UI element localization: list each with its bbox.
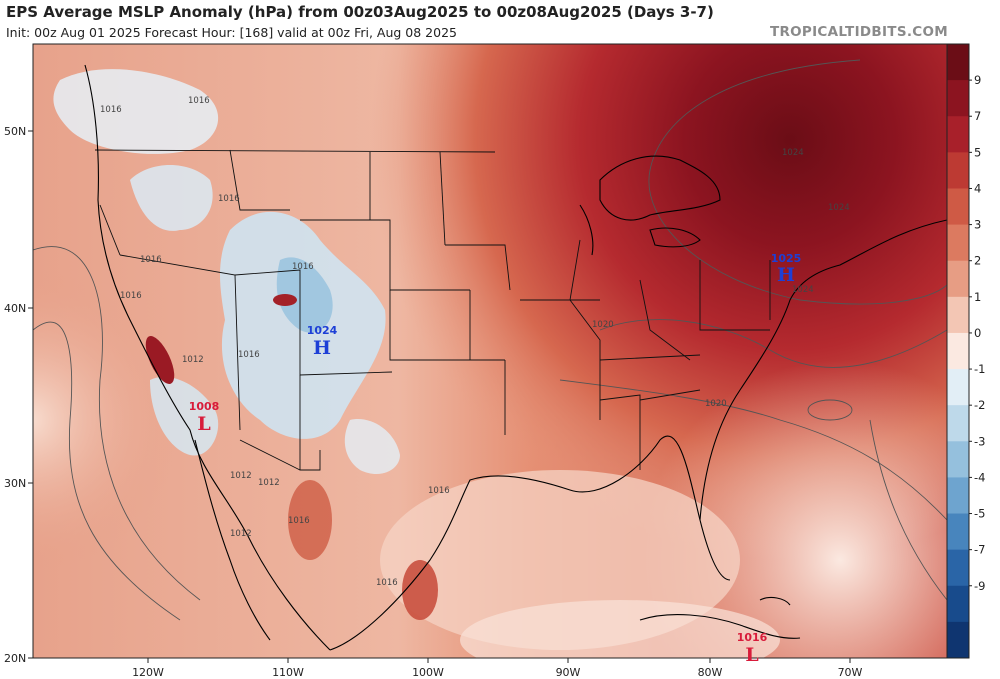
colorbar-swatch bbox=[947, 332, 969, 370]
colorbar-swatch bbox=[947, 405, 969, 442]
colorbar-swatch bbox=[947, 585, 969, 623]
colorbar-label: 5 bbox=[974, 145, 981, 159]
lat-label-50n: 50N bbox=[4, 125, 26, 138]
colorbar-label: 3 bbox=[974, 218, 981, 232]
lat-label-20n: 20N bbox=[4, 652, 26, 665]
colorbar-swatch bbox=[947, 369, 969, 406]
colorbar-label: 1 bbox=[974, 290, 981, 304]
colorbar-label: -5 bbox=[974, 507, 985, 521]
contour-label: 1012 bbox=[182, 355, 204, 365]
contour-label: 1016 bbox=[120, 291, 142, 301]
contour-label: 1012 bbox=[230, 471, 252, 481]
high-pressure-marker: H bbox=[777, 264, 795, 286]
contour-label: 1020 bbox=[705, 399, 727, 409]
colorbar-label: -4 bbox=[974, 470, 985, 484]
lon-label-80w: 80W bbox=[698, 666, 723, 679]
colorbar-label: 7 bbox=[974, 109, 981, 123]
colorbar-swatch bbox=[947, 152, 969, 189]
contour-label: 1016 bbox=[100, 105, 122, 115]
colorbar-label: -2 bbox=[974, 398, 985, 412]
pressure-center-high-1025: 1025 H bbox=[771, 252, 802, 286]
contour-label: 1024 bbox=[828, 203, 850, 213]
pressure-value: 1016 bbox=[737, 631, 768, 644]
colorbar-label: -1 bbox=[974, 362, 985, 376]
low-pressure-marker: L bbox=[197, 413, 210, 435]
state-borders bbox=[94, 149, 771, 471]
colorbar-label: 2 bbox=[974, 254, 981, 268]
contour-label: 1016 bbox=[376, 578, 398, 588]
lon-label-90w: 90W bbox=[556, 666, 581, 679]
colorbar-label: 9 bbox=[974, 73, 981, 87]
colorbar-swatch bbox=[947, 621, 969, 659]
contour-label: 1024 bbox=[792, 285, 814, 295]
contour-label: 1016 bbox=[428, 486, 450, 496]
colorbar-swatch bbox=[947, 477, 969, 515]
low-pressure-marker: L bbox=[745, 644, 758, 666]
colorbar-swatch bbox=[947, 296, 969, 334]
colorbar-label: 0 bbox=[974, 326, 981, 340]
pressure-center-low-1008: 1008 L bbox=[189, 400, 220, 435]
pressure-value: 1008 bbox=[189, 400, 220, 413]
colorbar-swatch bbox=[947, 224, 969, 262]
coastlines bbox=[84, 64, 947, 651]
colorbar-swatch bbox=[947, 441, 969, 478]
lon-label-120w: 120W bbox=[132, 666, 164, 679]
lat-label-40n: 40N bbox=[4, 302, 26, 315]
contour-label: 1016 bbox=[188, 96, 210, 106]
high-pressure-marker: H bbox=[313, 337, 331, 359]
contour-label: 1016 bbox=[218, 194, 240, 204]
contour-label: 1012 bbox=[258, 478, 280, 488]
chart-subtitle: Init: 00z Aug 01 2025 Forecast Hour: [16… bbox=[6, 25, 457, 40]
pressure-center-high-1024: 1024 H bbox=[307, 324, 338, 359]
lon-label-100w: 100W bbox=[412, 666, 444, 679]
contour-label: 1016 bbox=[288, 516, 310, 526]
colorbar: 9 7 5 4 3 2 1 0 -1 -2 -3 -4 -5 -7 -9 bbox=[946, 43, 985, 659]
colorbar-swatch bbox=[947, 44, 969, 81]
contour-label: 1016 bbox=[292, 262, 314, 272]
pressure-value: 1024 bbox=[307, 324, 338, 337]
pressure-center-low-1016: 1016 L bbox=[737, 631, 768, 666]
contour-labels: 1016 1016 1016 1016 1016 1012 1016 1016 … bbox=[100, 96, 850, 588]
anomaly-field bbox=[33, 44, 947, 658]
contour-label: 1012 bbox=[230, 529, 252, 539]
lon-label-110w: 110W bbox=[272, 666, 304, 679]
colorbar-frame bbox=[946, 43, 970, 659]
contour-label: 1016 bbox=[238, 350, 260, 360]
isobars bbox=[33, 59, 947, 621]
colorbar-label: -3 bbox=[974, 434, 985, 448]
colorbar-label: -9 bbox=[974, 579, 985, 593]
contour-label: 1024 bbox=[782, 148, 804, 158]
colorbar-swatch bbox=[947, 188, 969, 226]
colorbar-swatch bbox=[947, 513, 969, 551]
pressure-value: 1025 bbox=[771, 252, 802, 265]
chart-title: EPS Average MSLP Anomaly (hPa) from 00z0… bbox=[6, 3, 714, 21]
contour-label: 1020 bbox=[592, 320, 614, 330]
axis-ticks bbox=[28, 130, 851, 663]
colorbar-label: 4 bbox=[974, 181, 981, 195]
colorbar-swatch bbox=[947, 116, 969, 153]
lat-label-30n: 30N bbox=[4, 477, 26, 490]
lon-label-70w: 70W bbox=[838, 666, 863, 679]
colorbar-swatch bbox=[947, 260, 969, 298]
colorbar-label: -7 bbox=[974, 543, 985, 557]
site-credit: TROPICALTIDBITS.COM bbox=[769, 24, 948, 40]
contour-label: 1016 bbox=[140, 255, 162, 265]
colorbar-swatch bbox=[947, 80, 969, 117]
colorbar-swatch bbox=[947, 549, 969, 587]
